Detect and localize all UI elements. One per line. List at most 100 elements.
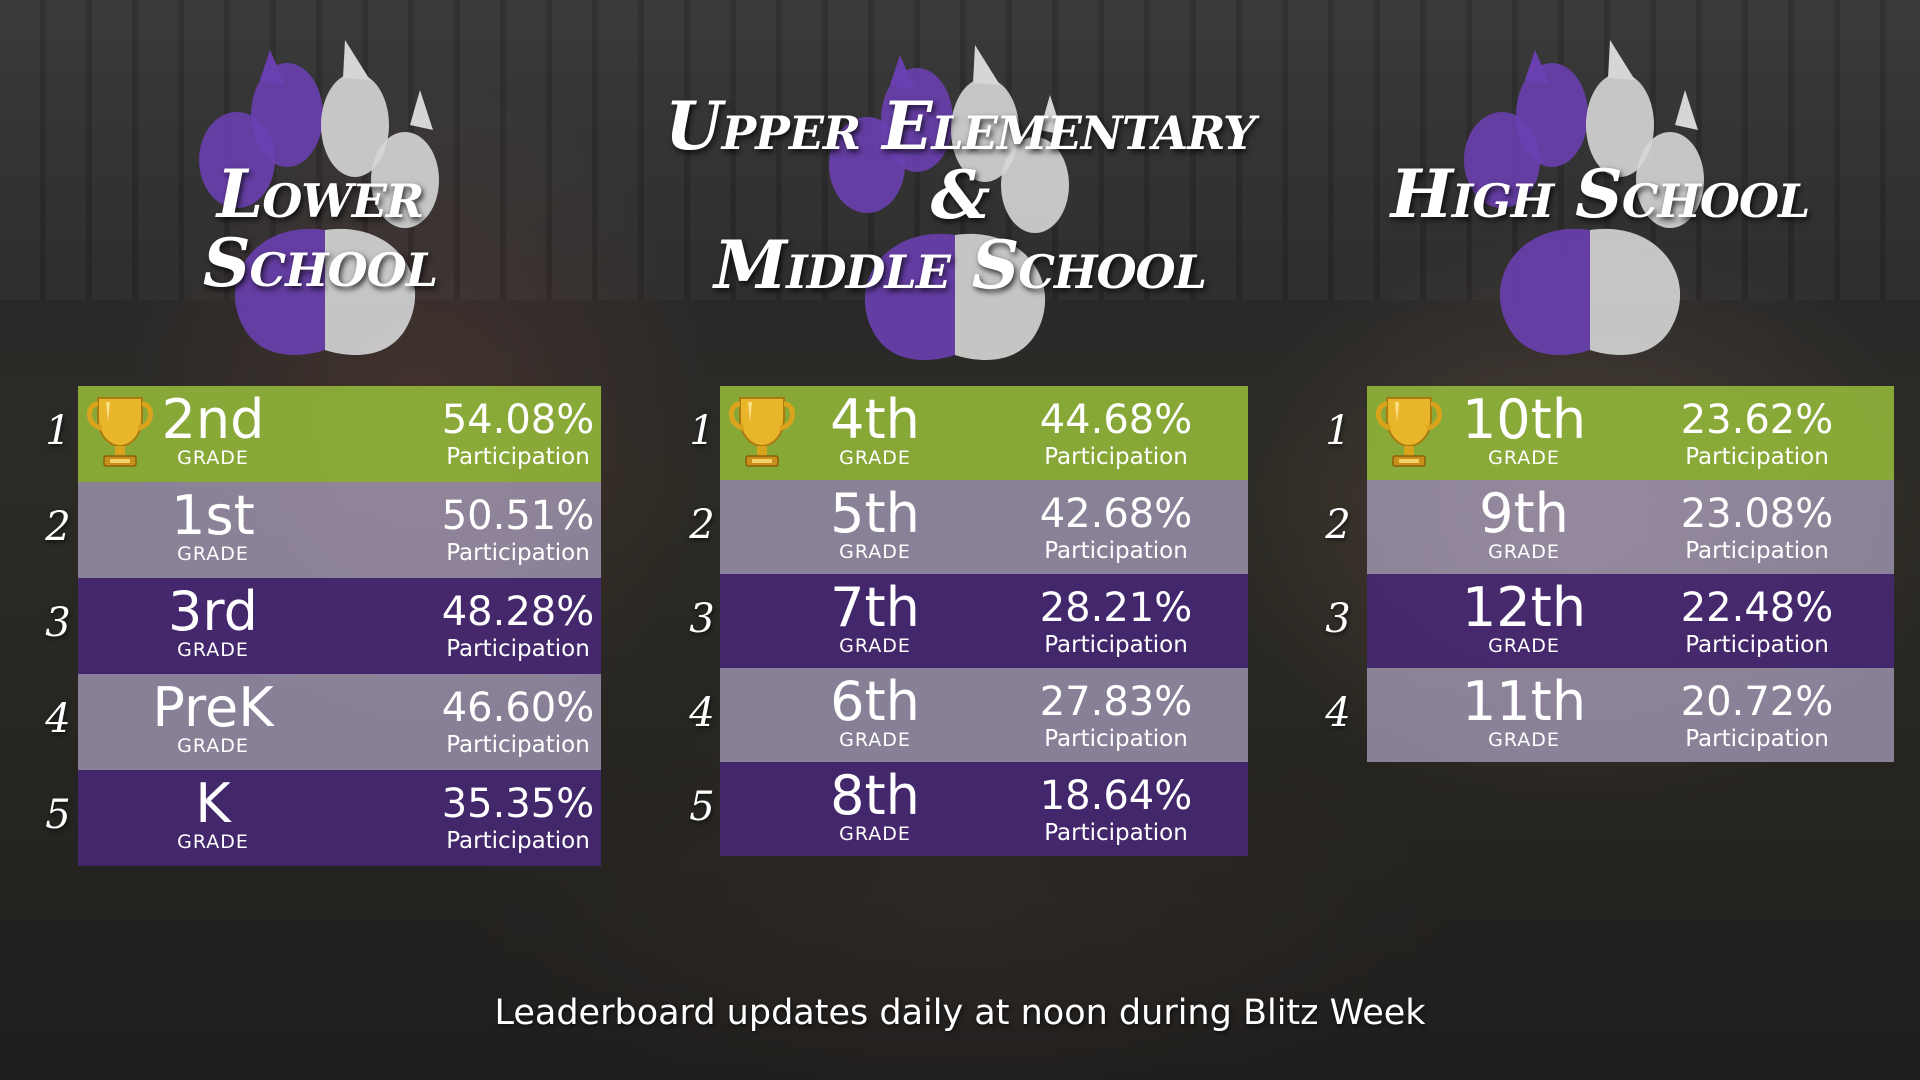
leaderboard-row: 11th GRADE 20.72% Participation: [1367, 668, 1894, 762]
grade-cell: 5th GRADE: [790, 482, 960, 564]
rank-number: 3: [689, 596, 715, 642]
participation-cell: 50.51% Participation: [418, 494, 618, 566]
participation-percent: 48.28%: [441, 589, 595, 635]
participation-percent: 35.35%: [441, 781, 595, 827]
participation-label: Participation: [1685, 538, 1829, 564]
grade-label: GRADE: [1488, 447, 1560, 469]
leaderboard-column: 10th GRADE 23.62% Participation 9th GRADE 23.0…: [1367, 386, 1894, 762]
leaderboard-row: 1st GRADE 50.51% Participation: [78, 482, 601, 578]
participation-label: Participation: [1044, 444, 1188, 470]
grade-cell: K GRADE: [128, 772, 298, 854]
participation-label: Participation: [446, 444, 590, 470]
grade-name: 2nd: [161, 388, 265, 451]
grade-cell: PreK GRADE: [128, 676, 298, 758]
trophy-icon: [87, 397, 153, 467]
participation-cell: 35.35% Participation: [418, 782, 618, 854]
grade-label: GRADE: [839, 541, 911, 563]
participation-cell: 44.68% Participation: [1016, 398, 1216, 470]
grade-label: GRADE: [177, 543, 249, 565]
grade-cell: 8th GRADE: [790, 764, 960, 846]
grade-label: GRADE: [1488, 541, 1560, 563]
rank-number: 3: [1325, 596, 1351, 642]
participation-cell: 20.72% Participation: [1657, 680, 1857, 752]
grade-label: GRADE: [1488, 635, 1560, 657]
participation-percent: 20.72%: [1680, 679, 1834, 725]
grade-cell: 4th GRADE: [790, 390, 960, 470]
leaderboard-row: 2nd GRADE 54.08% Participation: [78, 386, 601, 482]
paw-print-icon: [829, 45, 1069, 360]
rank-number: 1: [689, 408, 715, 454]
rank-number: 4: [45, 696, 71, 742]
grade-label: GRADE: [839, 729, 911, 751]
participation-label: Participation: [446, 828, 590, 854]
leaderboard-column: 2nd GRADE 54.08% Participation 1st GRADE 50.51…: [78, 386, 601, 866]
title-line: Lower School: [202, 155, 438, 303]
rank-number: 3: [45, 600, 71, 646]
grade-name: 5th: [830, 482, 920, 545]
grade-label: GRADE: [177, 447, 249, 469]
participation-label: Participation: [1685, 444, 1829, 470]
rank-number: 2: [689, 502, 715, 548]
participation-label: Participation: [1685, 632, 1829, 658]
participation-percent: 23.08%: [1680, 491, 1834, 537]
grade-cell: 7th GRADE: [790, 576, 960, 658]
lower-school-title: Lower School: [100, 159, 540, 299]
participation-percent: 44.68%: [1039, 397, 1193, 443]
leaderboard-row: 7th GRADE 28.21% Participation: [720, 574, 1248, 668]
grade-name: 7th: [830, 576, 920, 639]
leaderboard-row: 12th GRADE 22.48% Participation: [1367, 574, 1894, 668]
grade-cell: 12th GRADE: [1439, 576, 1609, 658]
rank-number: 4: [1325, 690, 1351, 736]
leaderboard-row: 6th GRADE 27.83% Participation: [720, 668, 1248, 762]
leaderboard-column: 4th GRADE 44.68% Participation 5th GRADE 42.68…: [720, 386, 1248, 856]
upper-middle-school-title: Upper Elementary & Middle School: [650, 91, 1270, 300]
participation-label: Participation: [446, 540, 590, 566]
leaderboard-row: 4th GRADE 44.68% Participation: [720, 386, 1248, 480]
participation-percent: 18.64%: [1039, 773, 1193, 819]
grade-label: GRADE: [839, 447, 911, 469]
leaderboard-row: 9th GRADE 23.08% Participation: [1367, 480, 1894, 574]
grade-name: PreK: [152, 676, 274, 739]
participation-cell: 54.08% Participation: [418, 398, 618, 470]
grade-cell: 2nd GRADE: [128, 388, 298, 470]
participation-cell: 28.21% Participation: [1016, 586, 1216, 658]
grade-label: GRADE: [177, 735, 249, 757]
title-line: High School: [1390, 155, 1811, 233]
participation-cell: 22.48% Participation: [1657, 586, 1857, 658]
grade-name: 11th: [1461, 670, 1587, 733]
grade-cell: 11th GRADE: [1439, 670, 1609, 752]
title-line: Upper Elementary &: [665, 87, 1256, 235]
grade-label: GRADE: [839, 823, 911, 845]
participation-cell: 23.08% Participation: [1657, 492, 1857, 564]
participation-cell: 48.28% Participation: [418, 590, 618, 662]
grade-name: 8th: [830, 764, 920, 827]
rank-number: 1: [1325, 408, 1351, 454]
leaderboard-row: 5th GRADE 42.68% Participation: [720, 480, 1248, 574]
grade-name: 12th: [1461, 576, 1587, 639]
participation-cell: 23.62% Participation: [1657, 398, 1857, 470]
participation-cell: 27.83% Participation: [1016, 680, 1216, 752]
participation-cell: 46.60% Participation: [418, 686, 618, 758]
grade-name: 1st: [171, 484, 255, 547]
participation-label: Participation: [1044, 632, 1188, 658]
participation-label: Participation: [1685, 726, 1829, 752]
rank-number: 5: [45, 792, 71, 838]
grade-name: 9th: [1479, 482, 1569, 545]
participation-percent: 23.62%: [1680, 397, 1834, 443]
grade-cell: 1st GRADE: [128, 484, 298, 566]
participation-percent: 27.83%: [1039, 679, 1193, 725]
high-school-title: High School: [1390, 159, 1811, 229]
paw-print-icon: [199, 40, 439, 355]
participation-percent: 50.51%: [441, 493, 595, 539]
participation-cell: 42.68% Participation: [1016, 492, 1216, 564]
participation-cell: 18.64% Participation: [1016, 774, 1216, 846]
leaderboard-row: 8th GRADE 18.64% Participation: [720, 762, 1248, 856]
grade-name: 3rd: [168, 580, 258, 643]
grade-name: K: [195, 772, 231, 835]
grade-name: 10th: [1461, 388, 1587, 451]
leaderboard-row: K GRADE 35.35% Participation: [78, 770, 601, 866]
leaderboard-row: 3rd GRADE 48.28% Participation: [78, 578, 601, 674]
grade-cell: 3rd GRADE: [128, 580, 298, 662]
trophy-icon: [729, 397, 795, 467]
footer-note: Leaderboard updates daily at noon during…: [494, 993, 1426, 1033]
